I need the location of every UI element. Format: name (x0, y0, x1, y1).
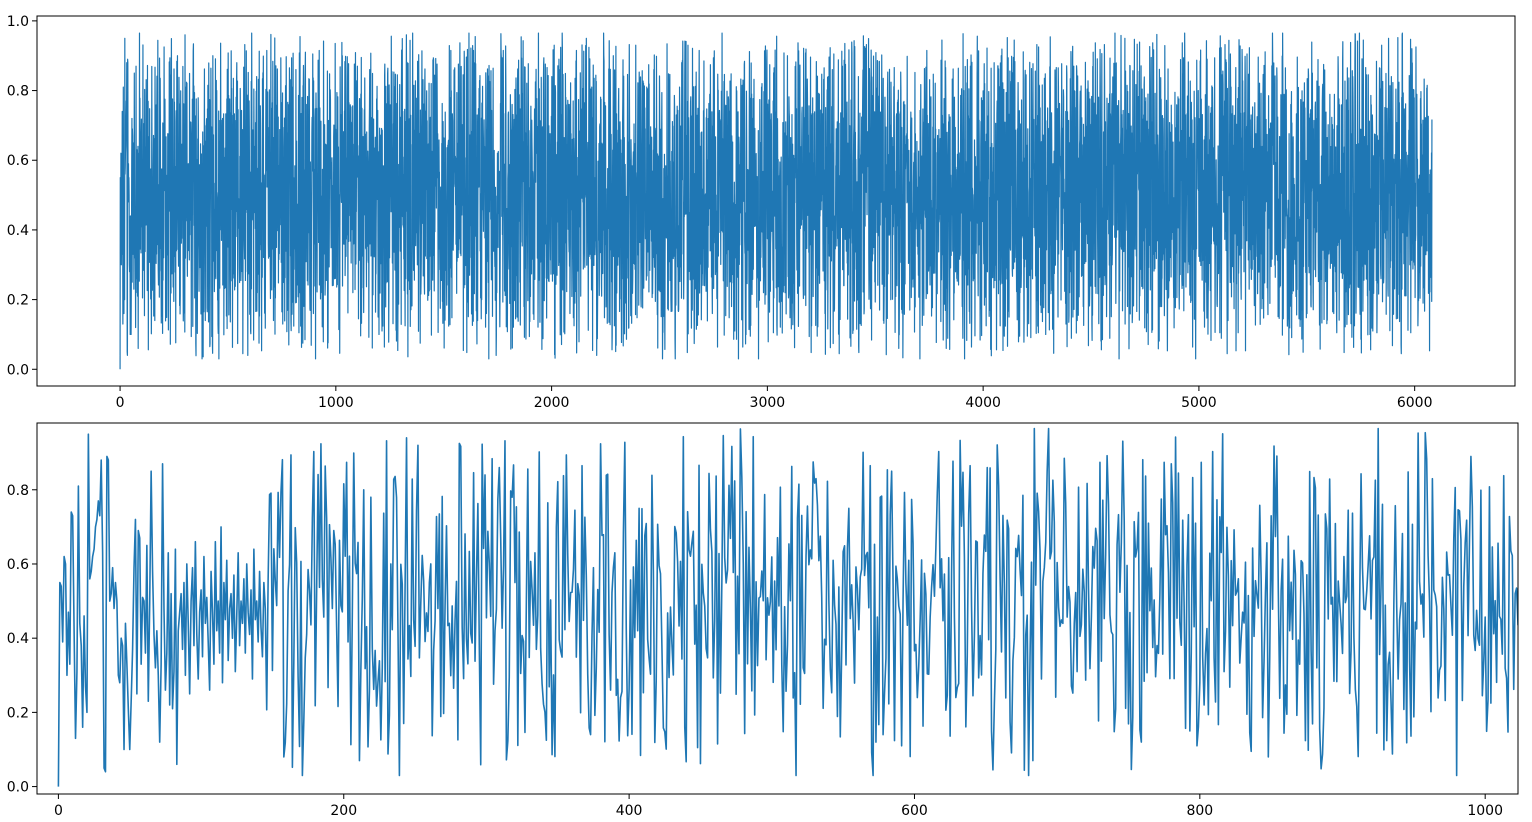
series-line (57, 427, 1518, 787)
top-chart-panel: 0 1000 2000 3000 4000 5000 6000 0.0 0.2 0.4 0.6 0.8… (7, 14, 1516, 411)
y-tick-label: 0.8 (7, 483, 29, 499)
x-tick-label: 5000 (1181, 395, 1217, 411)
y-tick-label: 0.4 (7, 223, 29, 239)
y-tick-label: 1.0 (7, 14, 29, 30)
x-tick-label: 2000 (534, 395, 570, 411)
x-tick-label: 200 (330, 803, 357, 819)
y-tick-label: 0.4 (7, 631, 29, 647)
y-tick-label: 0.2 (7, 705, 29, 721)
x-tick-label: 0 (116, 395, 125, 411)
y-tick-label: 0.6 (7, 153, 29, 169)
x-tick-label: 4000 (965, 395, 1001, 411)
x-tick-label: 600 (901, 803, 928, 819)
y-tick-label: 0.0 (7, 362, 29, 378)
plot-frame (36, 15, 1516, 387)
x-tick-label: 1000 (1467, 803, 1503, 819)
series-line (119, 32, 1433, 370)
x-tick-label: 6000 (1397, 395, 1433, 411)
x-tick-label: 0 (54, 803, 63, 819)
y-tick-label: 0.6 (7, 557, 29, 573)
bottom-chart-panel: 0 200 400 600 800 1000 0.0 0.2 0.4 0.6 0.8 (7, 422, 1519, 819)
y-tick-label: 0.0 (7, 780, 29, 796)
x-tick-label: 3000 (750, 395, 786, 411)
y-tick-label: 0.2 (7, 293, 29, 309)
plot-frame (36, 422, 1519, 795)
x-tick-label: 400 (616, 803, 643, 819)
y-tick-label: 0.8 (7, 84, 29, 100)
x-tick-label: 800 (1186, 803, 1213, 819)
x-tick-label: 1000 (318, 395, 354, 411)
